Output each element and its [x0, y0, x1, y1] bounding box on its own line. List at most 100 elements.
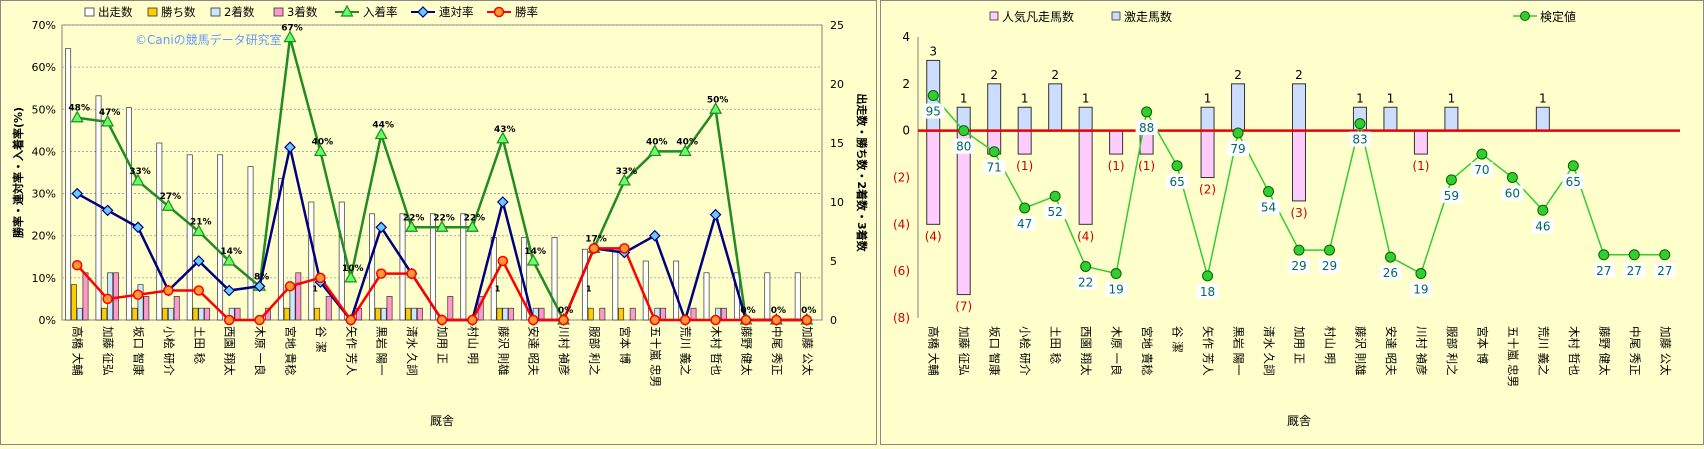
marker-勝率	[284, 281, 296, 292]
value-box	[1592, 262, 1615, 278]
test-value-label: 26	[1383, 266, 1398, 280]
x-tick-label: 宮地 貴稔	[1140, 326, 1154, 376]
marker-勝率	[649, 314, 661, 326]
neg-value-label: (1)	[1138, 159, 1155, 173]
pos-value-label: 1	[960, 91, 968, 105]
x-tick-label: 清水 久詞	[1262, 326, 1276, 376]
marker-検定値	[1567, 160, 1579, 172]
bar-出走数	[186, 154, 193, 321]
data-label-入着率: 40%	[312, 137, 334, 147]
y2-tick-label: 25	[830, 19, 844, 32]
marker-勝率	[254, 314, 265, 326]
marker-勝率	[102, 293, 113, 305]
legend-swatch	[210, 7, 221, 17]
chart-border	[880, 0, 1704, 445]
data-label-入着率: 44%	[372, 121, 394, 131]
value-box	[1013, 215, 1036, 231]
data-label-入着率: 33%	[129, 167, 151, 177]
data-label-入着率: 27%	[160, 192, 182, 202]
x-tick-label: 加用 正	[1293, 326, 1307, 364]
data-label-入着率: 17%	[585, 234, 607, 244]
marker-連対率	[709, 208, 722, 221]
y-tick-label: 0	[902, 124, 910, 138]
test-value-label: 27	[1627, 264, 1642, 278]
x-tick-label: 川村 禎彦	[557, 326, 571, 376]
x-tick-label: 土田 稔	[192, 326, 206, 365]
value-box	[1653, 262, 1676, 278]
test-value-label: 22	[1078, 275, 1093, 289]
bar-出走数	[642, 260, 649, 321]
marker-入着率	[526, 253, 540, 266]
marker-連対率	[253, 280, 266, 293]
pos-value-label: 2	[1295, 68, 1303, 82]
marker-検定値	[1628, 249, 1640, 261]
pos-value-label: 2	[1051, 68, 1059, 82]
value-box	[1440, 187, 1463, 203]
marker-検定値	[1598, 249, 1610, 261]
bar-value-label: 1	[495, 285, 501, 294]
legend-swatch	[84, 7, 95, 17]
bar-出走数	[581, 248, 588, 321]
y-tick-label: 10%	[32, 272, 56, 285]
marker-連対率	[284, 141, 296, 154]
marker-勝率	[223, 314, 235, 326]
y-tick-label: 4	[902, 30, 910, 44]
y-tick-label: 70%	[32, 19, 56, 32]
test-value-label: 71	[987, 161, 1002, 175]
legend-label: 3着数	[287, 5, 318, 19]
x-tick-label: 加藤 征弘	[957, 326, 971, 376]
x-tick-label: 土田 稔	[1049, 326, 1063, 365]
bar-激走	[1444, 106, 1459, 132]
marker-検定値	[1415, 268, 1427, 280]
test-value-label: 59	[1444, 189, 1459, 203]
y-tick-label: 40%	[32, 145, 56, 158]
marker-検定値	[1232, 127, 1244, 139]
bar-凡走	[1017, 130, 1032, 155]
pos-value-label: 1	[1082, 91, 1090, 105]
data-label-入着率: 0%	[771, 306, 786, 316]
bar-激走	[1017, 106, 1032, 132]
y2-tick-label: 15	[830, 137, 844, 150]
bar-2着数	[76, 307, 83, 321]
watermark: ©Caniの競馬データ研究室	[135, 32, 282, 47]
value-box	[1227, 141, 1250, 157]
test-value-label: 27	[1657, 264, 1672, 278]
y2-tick-label: 0	[830, 314, 837, 327]
pos-value-label: 1	[1448, 91, 1456, 105]
bar-出走数	[156, 142, 163, 321]
marker-勝率	[527, 314, 539, 326]
marker-入着率	[70, 110, 84, 123]
data-label-入着率: 22%	[403, 213, 425, 223]
test-value-label: 27	[1596, 264, 1611, 278]
marker-勝率	[467, 314, 478, 326]
data-label-入着率: 22%	[464, 213, 486, 223]
bar-出走数	[703, 272, 710, 321]
marker-勝率	[740, 314, 752, 326]
test-value-label: 52	[1048, 205, 1063, 219]
y-tick-label: (4)	[893, 217, 910, 231]
bar-出走数	[794, 272, 801, 321]
bar-凡走	[956, 130, 971, 296]
marker-勝率	[375, 268, 387, 279]
bar-出走数	[308, 201, 315, 321]
marker-勝率	[497, 255, 509, 267]
data-label-入着率: 40%	[676, 137, 698, 147]
x-axis-title: 厩舎	[1287, 414, 1311, 428]
bar-勝ち数	[131, 307, 138, 321]
bar-2着数	[167, 307, 174, 321]
bar-出走数	[65, 48, 72, 321]
pos-value-label: 2	[990, 68, 998, 82]
marker-検定値	[1110, 268, 1122, 280]
marker-入着率	[496, 131, 510, 144]
marker-検定値	[1354, 118, 1366, 130]
data-label-入着率: 22%	[433, 213, 455, 223]
legend-swatch	[989, 11, 999, 21]
bar-勝ち数	[314, 307, 321, 321]
pos-value-label: 1	[1204, 91, 1212, 105]
test-value-label: 70	[1474, 163, 1489, 177]
bar-3着数	[599, 307, 606, 321]
value-box	[1166, 173, 1189, 189]
marker-連対率	[132, 221, 144, 234]
marker-入着率	[678, 144, 692, 157]
x-tick-label: 西園 翔太	[1079, 326, 1093, 376]
